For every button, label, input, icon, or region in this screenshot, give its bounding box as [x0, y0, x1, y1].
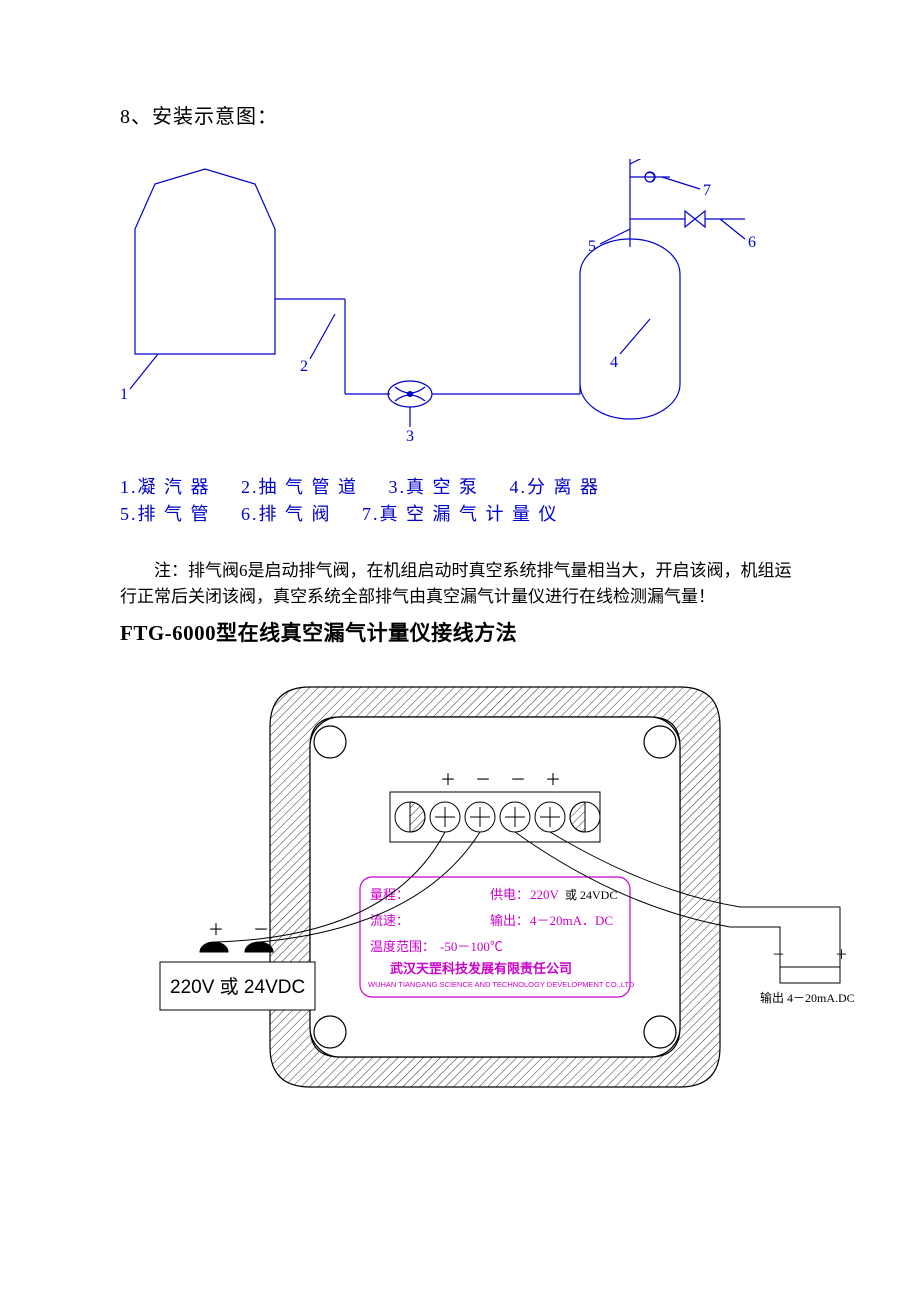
label-3: 3	[406, 428, 414, 445]
power-source-box: 220V 或 24VDC	[160, 962, 315, 1010]
legend-item: 6.排 气 阀	[241, 501, 332, 528]
company-cn: 武汉天罡科技发展有限责任公司	[390, 961, 572, 976]
legend-item: 1.凝 汽 器	[120, 474, 211, 501]
exhaust-valve-shape	[685, 211, 705, 227]
output-label: 输出 4－20mA.DC	[760, 990, 855, 1005]
power-value: 220V	[530, 887, 560, 902]
label-5: 5	[588, 238, 596, 255]
power-plus-icon: ＋	[208, 922, 224, 939]
label-2: 2	[300, 358, 308, 375]
condenser-shape	[135, 169, 275, 354]
output-minus-icon: －	[772, 947, 785, 962]
legend-item: 4.分 离 器	[510, 474, 601, 501]
power-box-text: 220V 或 24VDC	[170, 976, 305, 998]
legend-item: 5.排 气 管	[120, 501, 211, 528]
terminal-minus-2: －	[510, 772, 526, 789]
subtitle: FTG-6000型在线真空漏气计量仪接线方法	[120, 617, 800, 647]
output-plus-icon: ＋	[835, 947, 848, 962]
label-1: 1	[120, 386, 128, 403]
note-text: 注：排气阀6是启动排气阀，在机组启动时真空系统排气量相当大，开启该阀，机组运行正…	[120, 558, 800, 609]
power-minus-icon: －	[253, 922, 269, 939]
label-6: 6	[748, 234, 756, 251]
legend: 1.凝 汽 器 2.抽 气 管 道 3.真 空 泵 4.分 离 器 5.排 气 …	[120, 474, 800, 528]
section-title: 8、安装示意图：	[120, 100, 800, 129]
legend-item: 2.抽 气 管 道	[241, 474, 358, 501]
legend-item: 3.真 空 泵	[389, 474, 480, 501]
installation-diagram: 1 2 3 4	[90, 159, 770, 459]
label-4: 4	[610, 354, 618, 371]
temp-value: -50－100℃	[440, 939, 503, 954]
power-label: 供电：	[490, 887, 529, 902]
company-en: WUHAN TIANGANG SCIENCE AND TECHNOLOGY DE…	[368, 980, 635, 989]
temp-label: 温度范围：	[370, 939, 435, 954]
output-label: 输出：	[490, 913, 529, 928]
terminal-plus-2: ＋	[545, 772, 561, 789]
terminal-minus-1: －	[475, 772, 491, 789]
wiring-diagram: ＋ － － ＋ 量程： 供电： 220V 或 24VDC 流速： 输出： 4－2…	[60, 657, 870, 1117]
label-7: 7	[703, 182, 711, 199]
separator-shape	[580, 239, 680, 419]
terminal-plus-1: ＋	[440, 772, 456, 789]
power-alt: 或 24VDC	[565, 888, 617, 902]
output-value: 4－20mA．DC	[530, 913, 613, 928]
legend-item: 7.真 空 漏 气 计 量 仪	[362, 501, 559, 528]
